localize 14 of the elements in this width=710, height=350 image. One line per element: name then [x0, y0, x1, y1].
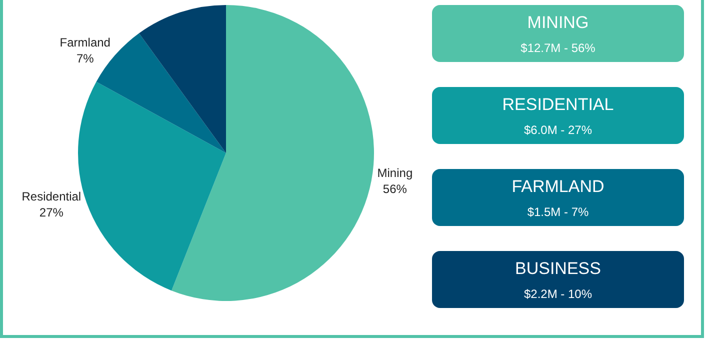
text: $1.5M - 7%	[526, 205, 590, 219]
text: $2.2M - 10%	[522, 287, 594, 301]
slice-label: Farmland	[60, 35, 110, 50]
data-label: 56%	[382, 182, 408, 196]
text: $6.0M - 27%	[522, 123, 594, 137]
text: $12.7M - 56%	[520, 41, 596, 55]
text: RESIDENTIAL	[501, 95, 615, 115]
text: MINING	[526, 13, 590, 33]
text: BUSINESS	[514, 259, 602, 279]
data-label: 7%	[76, 51, 94, 66]
text: FARMLAND	[510, 177, 606, 197]
slice-label: Mining	[377, 166, 413, 180]
slice-label: Residential	[22, 189, 82, 204]
data-label: 27%	[39, 205, 64, 220]
